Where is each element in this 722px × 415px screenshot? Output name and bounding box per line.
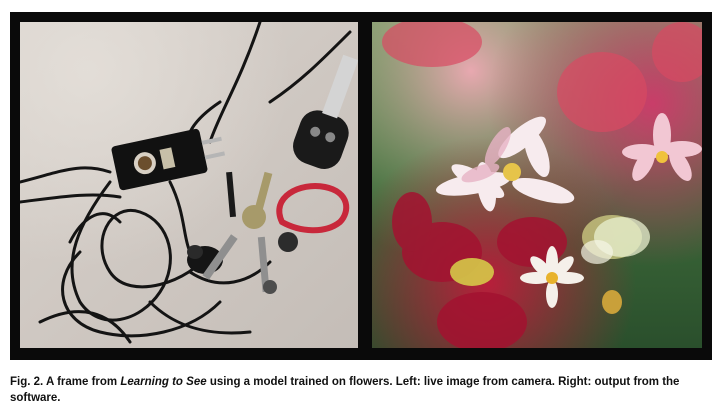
figure-panel (10, 12, 712, 360)
keys-charger-cables-photo-icon (20, 22, 358, 348)
caption-title: Learning to See (120, 376, 207, 388)
caption-text-before: A frame from (43, 376, 121, 388)
generated-flowers-image-icon (372, 22, 702, 348)
caption-text-after: using a model trained on flowers. Left: … (10, 376, 680, 404)
left-camera-image (20, 22, 358, 348)
caption-label: Fig. 2. (10, 376, 44, 388)
right-output-image (372, 22, 702, 348)
figure-caption: Fig. 2. A frame from Learning to See usi… (10, 374, 712, 406)
